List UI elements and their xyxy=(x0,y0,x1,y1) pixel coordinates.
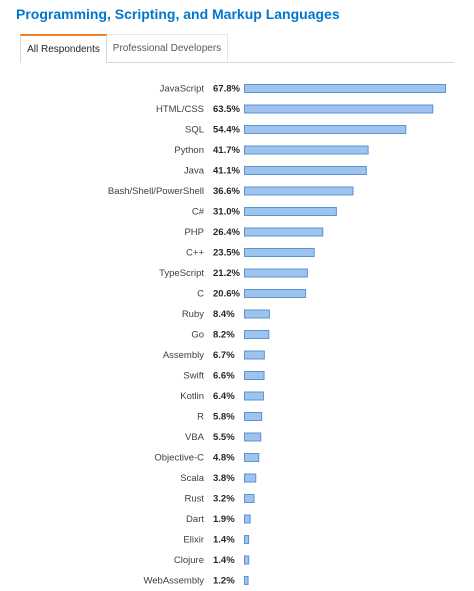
value-label: 1.4% xyxy=(213,555,235,566)
bar[interactable] xyxy=(244,576,249,585)
value-label: 54.4% xyxy=(213,125,240,136)
bar[interactable] xyxy=(244,350,265,360)
category-label: Ruby xyxy=(182,309,204,320)
category-label: Assembly xyxy=(163,350,204,361)
category-label: SQL xyxy=(185,125,204,136)
value-label: 8.2% xyxy=(213,330,235,341)
bar[interactable] xyxy=(244,391,264,401)
value-label: 23.5% xyxy=(213,248,240,259)
bar[interactable] xyxy=(244,248,315,257)
tabs-divider xyxy=(20,62,454,63)
value-label: 41.1% xyxy=(213,166,240,177)
category-label: C# xyxy=(192,207,205,218)
value-label: 8.4% xyxy=(213,309,235,320)
value-label: 3.2% xyxy=(213,494,235,505)
category-label: HTML/CSS xyxy=(156,104,204,115)
value-label: 5.8% xyxy=(213,412,235,423)
tab-professional-developers[interactable]: Professional Developers xyxy=(107,34,228,63)
category-label: Bash/Shell/PowerShell xyxy=(108,186,204,197)
bar[interactable] xyxy=(244,289,307,298)
category-label: WebAssembly xyxy=(143,576,204,587)
category-label: Clojure xyxy=(174,555,204,566)
bar[interactable] xyxy=(244,494,255,503)
bar[interactable] xyxy=(244,227,324,237)
bar[interactable] xyxy=(244,432,262,442)
category-label: Objective-C xyxy=(154,453,204,464)
value-label: 20.6% xyxy=(213,289,240,300)
tab-all-respondents[interactable]: All Respondents xyxy=(20,34,107,63)
value-label: 3.8% xyxy=(213,473,235,484)
category-label: Dart xyxy=(186,514,204,525)
bar[interactable] xyxy=(244,166,367,175)
bar[interactable] xyxy=(244,309,270,319)
category-label: Scala xyxy=(180,473,204,484)
value-label: 26.4% xyxy=(213,227,240,238)
category-label: Kotlin xyxy=(180,391,204,402)
bar[interactable] xyxy=(244,186,354,196)
category-label: Swift xyxy=(183,371,204,382)
value-label: 1.9% xyxy=(213,514,235,525)
category-label: Go xyxy=(191,330,204,341)
value-label: 6.7% xyxy=(213,350,235,361)
value-label: 4.8% xyxy=(213,453,235,464)
value-label: 6.6% xyxy=(213,371,235,382)
category-label: C++ xyxy=(186,248,204,259)
value-label: 5.5% xyxy=(213,432,235,443)
category-label: C xyxy=(197,289,204,300)
bar[interactable] xyxy=(244,104,434,114)
value-label: 1.2% xyxy=(213,576,235,587)
value-label: 1.4% xyxy=(213,535,235,546)
chart-title: Programming, Scripting, and Markup Langu… xyxy=(16,6,340,22)
category-label: Python xyxy=(174,145,204,156)
bar[interactable] xyxy=(244,330,270,339)
category-label: Elixir xyxy=(183,535,204,546)
bar[interactable] xyxy=(244,412,263,421)
bar[interactable] xyxy=(244,125,407,134)
value-label: 67.8% xyxy=(213,84,240,95)
bar[interactable] xyxy=(244,145,369,155)
respondent-tabs: All Respondents Professional Developers xyxy=(20,34,454,64)
bar[interactable] xyxy=(244,514,251,524)
bar[interactable] xyxy=(244,207,337,216)
category-label: R xyxy=(197,412,204,423)
category-label: Rust xyxy=(184,494,204,505)
bar[interactable] xyxy=(244,555,250,565)
value-label: 21.2% xyxy=(213,268,240,279)
bar[interactable] xyxy=(244,268,308,278)
bar[interactable] xyxy=(244,371,265,380)
bar[interactable] xyxy=(244,535,250,544)
category-label: PHP xyxy=(184,227,204,238)
category-label: VBA xyxy=(185,432,205,443)
bar[interactable] xyxy=(244,84,446,93)
value-label: 31.0% xyxy=(213,207,240,218)
value-label: 6.4% xyxy=(213,391,235,402)
value-label: 63.5% xyxy=(213,104,240,115)
value-label: 36.6% xyxy=(213,186,240,197)
category-label: TypeScript xyxy=(159,268,204,279)
category-label: Java xyxy=(184,166,205,177)
bar[interactable] xyxy=(244,453,260,462)
category-label: JavaScript xyxy=(160,84,205,95)
bar[interactable] xyxy=(244,473,257,483)
value-label: 41.7% xyxy=(213,145,240,156)
